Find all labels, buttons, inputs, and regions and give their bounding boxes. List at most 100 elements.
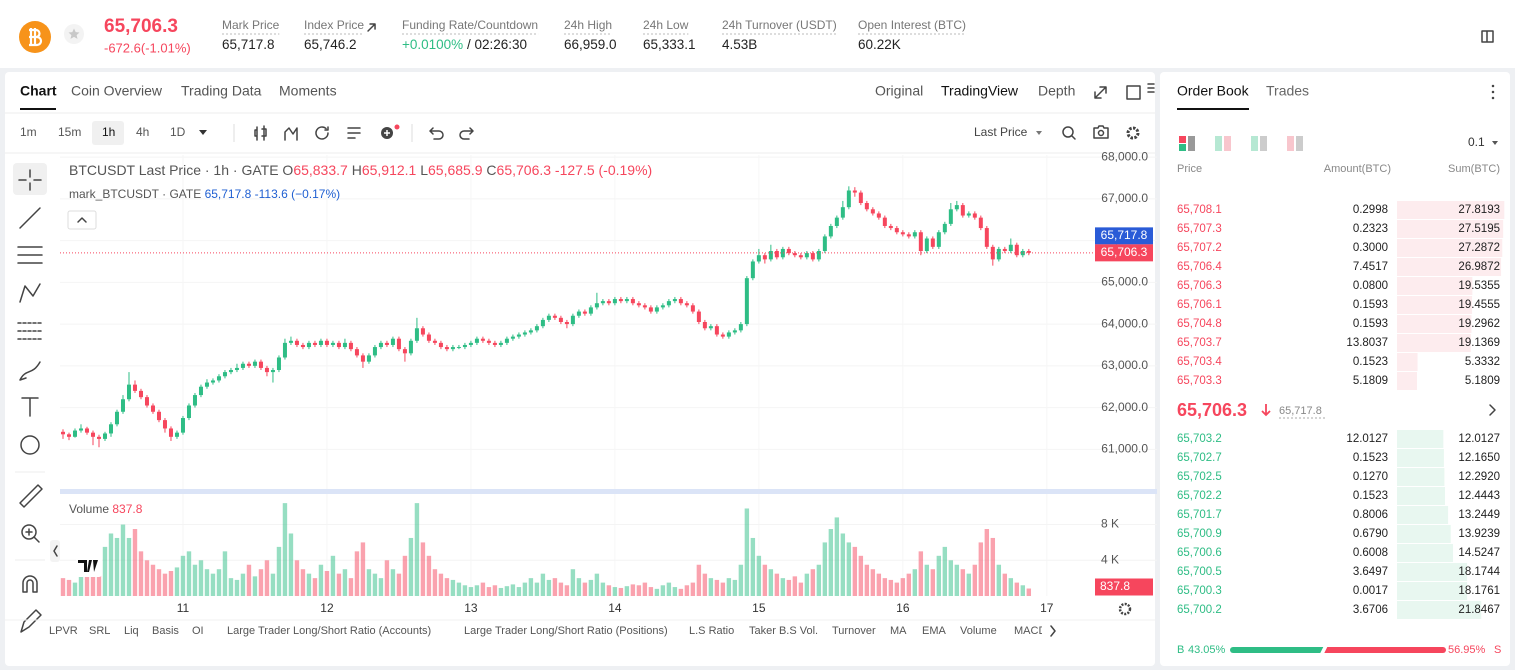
- fib-tool[interactable]: [17, 322, 43, 340]
- volume-bar: [510, 584, 516, 596]
- candle-body: [552, 315, 557, 318]
- indicator[interactable]: Liq: [124, 625, 139, 637]
- tab[interactable]: Chart: [20, 83, 57, 99]
- magnet-tool[interactable]: [22, 575, 38, 593]
- view-icon[interactable]: [1287, 136, 1294, 151]
- volume-bar: [438, 573, 444, 596]
- view-option[interactable]: Original: [875, 83, 923, 99]
- indicator[interactable]: MACD: [1014, 625, 1046, 637]
- candle-body: [798, 255, 803, 258]
- indicator[interactable]: MA: [890, 625, 907, 637]
- zoom-tool[interactable]: [21, 524, 37, 540]
- volume-bar: [144, 560, 150, 596]
- candle-body: [150, 405, 155, 412]
- ob-tab[interactable]: Order Book: [1177, 83, 1250, 99]
- interval[interactable]: 15m: [58, 125, 81, 139]
- candle-body: [204, 382, 209, 387]
- fullscreen-icon[interactable]: [1094, 86, 1107, 99]
- volume-bar: [210, 573, 216, 596]
- candle-body: [222, 372, 227, 377]
- interval[interactable]: 1D: [170, 125, 186, 139]
- indicator-icon[interactable]: [284, 127, 298, 141]
- stat-label: 24h Low: [643, 18, 689, 32]
- candle-icon[interactable]: [254, 125, 267, 141]
- view-icon[interactable]: [1179, 136, 1186, 143]
- interval[interactable]: 4h: [136, 125, 149, 139]
- view-option[interactable]: TradingView: [941, 83, 1019, 99]
- indicator[interactable]: SRL: [89, 625, 110, 637]
- view-icon: [1179, 144, 1186, 151]
- emoji-tool[interactable]: [20, 435, 40, 455]
- indicator-next[interactable]: [1050, 625, 1056, 637]
- stat-value-text: +0.0100%: [402, 37, 463, 52]
- interval[interactable]: 1h: [102, 125, 115, 139]
- y-tick-label: 68,000.0: [1101, 149, 1148, 163]
- indicator[interactable]: Volume: [960, 625, 997, 637]
- candle-body: [498, 342, 503, 345]
- indicator[interactable]: Large Trader Long/Short Ratio (Accounts): [227, 625, 431, 637]
- interval[interactable]: 1m: [20, 125, 37, 139]
- volume-bar: [960, 569, 966, 596]
- menu-icon[interactable]: [1147, 83, 1155, 93]
- template-icon[interactable]: [347, 127, 361, 139]
- collapse-handle[interactable]: [50, 540, 60, 562]
- chevron-right[interactable]: [1489, 404, 1496, 416]
- book-sum: 12.4443: [1458, 490, 1500, 502]
- view-option[interactable]: Depth: [1038, 83, 1075, 99]
- pattern-tool[interactable]: [19, 283, 41, 303]
- axis-settings[interactable]: [1118, 602, 1132, 616]
- price-type[interactable]: Last Price: [974, 125, 1028, 139]
- window-icon[interactable]: [1126, 85, 1141, 100]
- volume-bar: [906, 573, 912, 596]
- line-tool[interactable]: [19, 207, 41, 229]
- stat-value-text: 65,717.8: [222, 37, 275, 52]
- text-tool[interactable]: [21, 397, 39, 417]
- candle-body: [306, 342, 311, 348]
- tab[interactable]: Moments: [279, 83, 337, 99]
- camera-icon[interactable]: [1093, 125, 1109, 139]
- ruler-tool[interactable]: [19, 484, 43, 508]
- volume-bar: [828, 529, 834, 596]
- volume-bar: [132, 529, 138, 596]
- book-sum: 19.5355: [1458, 280, 1500, 292]
- crosshair-tool[interactable]: [18, 169, 42, 191]
- search-icon[interactable]: [1062, 126, 1074, 138]
- collapse-legend[interactable]: [67, 210, 97, 230]
- candle-body: [642, 305, 647, 308]
- candle-body: [936, 232, 941, 247]
- precision[interactable]: 0.1: [1468, 135, 1485, 149]
- candle-body: [852, 190, 857, 193]
- ob-tab[interactable]: Trades: [1266, 83, 1309, 99]
- indicator[interactable]: Large Trader Long/Short Ratio (Positions…: [464, 625, 668, 637]
- view-icon[interactable]: [1215, 136, 1222, 151]
- settings-icon[interactable]: [1126, 126, 1140, 140]
- indicator[interactable]: Turnover: [832, 625, 876, 637]
- candle-body: [246, 363, 251, 366]
- indicator[interactable]: LPVR: [49, 625, 78, 637]
- candle-body: [594, 303, 599, 308]
- book-price: 65,700.9: [1177, 528, 1222, 540]
- view-icon[interactable]: [1251, 136, 1258, 151]
- pen-tool[interactable]: [20, 609, 42, 633]
- redo-icon[interactable]: [459, 127, 474, 140]
- tab[interactable]: Coin Overview: [71, 83, 163, 99]
- undo-icon[interactable]: [429, 127, 444, 140]
- dropdown-arrow: [199, 130, 207, 135]
- volume-bar: [168, 570, 174, 596]
- indicator[interactable]: OI: [192, 625, 204, 637]
- brush-tool[interactable]: [19, 361, 41, 381]
- candle-body: [840, 207, 845, 218]
- volume-bar: [1002, 573, 1008, 596]
- indicator[interactable]: Basis: [152, 625, 179, 637]
- indicator[interactable]: L.S Ratio: [689, 625, 734, 637]
- replay-icon[interactable]: [315, 126, 329, 140]
- ohlc: O65,833.7 H65,912.1 L65,685.9 C65,706.3: [279, 162, 552, 178]
- indicator[interactable]: Taker B.S Vol.: [749, 625, 818, 637]
- book-price: 65,701.7: [1177, 509, 1222, 521]
- layout-icon[interactable]: [1481, 30, 1494, 43]
- indicator[interactable]: EMA: [922, 625, 947, 637]
- candle-body: [120, 399, 125, 412]
- candle-body: [294, 340, 299, 345]
- parallel-tool[interactable]: [17, 246, 43, 264]
- tab[interactable]: Trading Data: [181, 83, 262, 99]
